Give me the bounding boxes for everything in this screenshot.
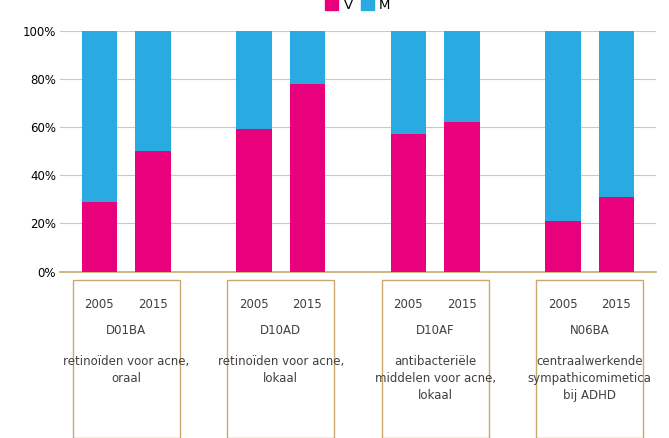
Bar [290, 84, 325, 272]
Bar [545, 221, 581, 272]
Text: retinoïden voor acne,
lokaal: retinoïden voor acne, lokaal [217, 355, 344, 385]
Bar [444, 122, 480, 272]
Bar [236, 31, 272, 130]
Text: 2015: 2015 [601, 298, 632, 311]
Text: 2015: 2015 [138, 298, 168, 311]
Text: D10AF: D10AF [416, 324, 454, 337]
Text: 2005: 2005 [393, 298, 423, 311]
Legend: V, M: V, M [320, 0, 396, 18]
Bar [135, 31, 171, 151]
Text: centraalwerkende
sympathicomimetica
bij ADHD: centraalwerkende sympathicomimetica bij … [528, 355, 652, 402]
Text: 2005: 2005 [84, 298, 114, 311]
Text: retinoïden voor acne,
oraal: retinoïden voor acne, oraal [63, 355, 189, 385]
Bar [444, 31, 480, 122]
Bar [599, 197, 634, 272]
Text: 2015: 2015 [447, 298, 477, 311]
Text: antibacteriële
middelen voor acne,
lokaal: antibacteriële middelen voor acne, lokaa… [375, 355, 496, 402]
Text: N06BA: N06BA [570, 324, 609, 337]
Bar [135, 151, 171, 272]
Text: D01BA: D01BA [106, 324, 147, 337]
Bar [82, 201, 117, 272]
Bar [599, 31, 634, 197]
Bar [82, 31, 117, 201]
Text: 2015: 2015 [292, 298, 322, 311]
Text: 2005: 2005 [239, 298, 269, 311]
Bar [290, 31, 325, 84]
Text: 2005: 2005 [548, 298, 578, 311]
Text: D10AD: D10AD [260, 324, 301, 337]
Bar [236, 130, 272, 272]
Bar [391, 134, 426, 272]
Bar [391, 31, 426, 134]
Bar [545, 31, 581, 221]
